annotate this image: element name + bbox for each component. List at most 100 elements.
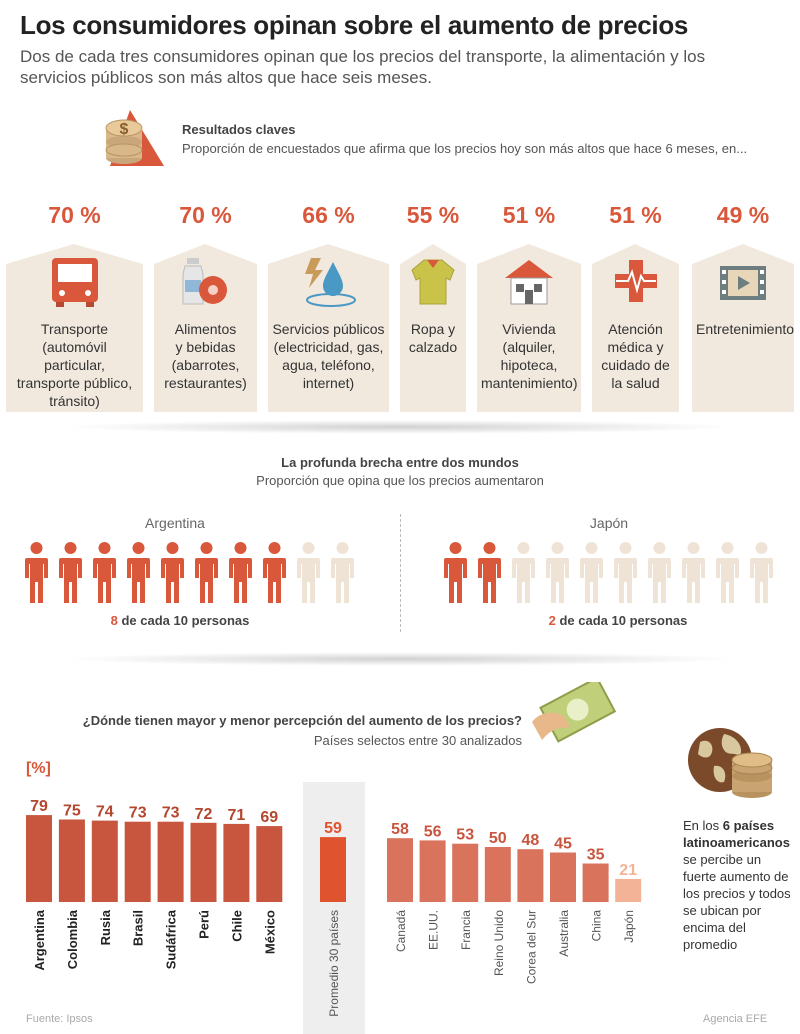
bar-category-label: Reino Unido	[492, 910, 506, 976]
page-subtitle: Dos de cada tres consumidores opinan que…	[20, 47, 706, 87]
bar-m-xico	[256, 826, 283, 902]
coins-icon: $	[105, 110, 164, 166]
medical-cross-icon	[614, 260, 657, 302]
money-hand-icon	[532, 682, 617, 743]
average-panel	[303, 782, 365, 1034]
person-icon	[648, 542, 671, 603]
bar-value-label: 45	[554, 836, 572, 853]
bar-category-label: México	[262, 910, 277, 954]
bar-value-label: 69	[260, 809, 278, 826]
bar-australia	[550, 852, 576, 902]
bar-per-	[190, 822, 217, 902]
bar-value-label: 75	[63, 803, 81, 820]
bar-colombia	[58, 819, 85, 902]
gap-subtitle: Proporción que opina que los precios aum…	[256, 473, 544, 488]
person-icon	[297, 542, 320, 603]
bar-canad-	[387, 838, 413, 902]
bar-value-label: 74	[96, 804, 114, 821]
perception-title: ¿Dónde tienen mayor y menor percepción d…	[82, 713, 522, 728]
bar-value-label: 53	[456, 827, 474, 844]
gap-count-argentina: 8 de cada 10 personas	[60, 613, 300, 628]
person-icon	[750, 542, 773, 603]
key-results-subtitle: Proporción de encuestados que afirma que…	[182, 141, 748, 156]
person-icon	[93, 542, 116, 603]
person-icon	[195, 542, 218, 603]
person-icon	[229, 542, 252, 603]
bus-icon	[51, 258, 98, 307]
person-icon	[512, 542, 535, 603]
result-pct: 70 %	[48, 202, 101, 228]
result-pct: 70 %	[179, 202, 232, 228]
result-label: Atención médica y cuidado de la salud	[601, 321, 670, 391]
bar-category-label: Canadá	[394, 910, 408, 952]
bar-value-label: 35	[587, 847, 605, 864]
bar-value-label: 58	[391, 821, 409, 838]
bar-category-label: Promedio 30 países	[327, 910, 341, 1017]
result-label: Alimentos y bebidas (abarrotes, restaura…	[164, 321, 247, 391]
bar-value-label: 73	[129, 805, 147, 822]
latam-note-pre: En los	[683, 818, 723, 833]
bar-value-label: 73	[162, 805, 180, 822]
bar-category-label: Perú	[197, 910, 212, 939]
gap-count-text: de cada 10 personas	[555, 613, 688, 628]
result-card-clothing: 55 % Ropa y calzado	[400, 186, 466, 412]
result-pct: 51 %	[609, 202, 662, 228]
person-icon	[263, 542, 286, 603]
bar-value-label: 72	[195, 806, 213, 823]
bar-category-label: EE.UU.	[427, 910, 441, 950]
person-icon	[580, 542, 603, 603]
bar-value-label: 21	[619, 862, 637, 879]
bar-category-label: Argentina	[32, 909, 47, 970]
person-icon	[127, 542, 150, 603]
person-icon	[59, 542, 82, 603]
bar-reino-unido	[484, 847, 511, 902]
gap-count-text: de cada 10 personas	[117, 613, 250, 628]
bar-argentina	[26, 815, 52, 902]
bar-ee-uu-	[419, 840, 446, 902]
bar-category-label: Brasil	[131, 910, 146, 946]
bar-value-label: 59	[324, 820, 342, 837]
person-icon	[478, 542, 501, 603]
bar-value-label: 71	[228, 807, 246, 824]
footer-source: Fuente: Ipsos	[26, 1013, 93, 1025]
result-label: Ropa y calzado	[408, 321, 458, 355]
people-row-argentina	[25, 542, 354, 604]
bar-category-label: Rusia	[98, 909, 113, 945]
result-card-health: 51 % Atención médica y cuidado de la sal…	[592, 186, 679, 412]
bar-chile	[223, 823, 250, 902]
result-label: Entretenimiento	[696, 321, 794, 337]
bar-chart: 79 Argentina 75 Colombia 74 Rusia 73 Brasil 73 Su…	[26, 782, 642, 1034]
section-shadow	[60, 420, 740, 434]
gap-count-japan: 2 de cada 10 personas	[498, 613, 738, 628]
person-icon	[444, 542, 467, 603]
person-icon	[716, 542, 739, 603]
person-icon	[546, 542, 569, 603]
result-card-entertainment: 49 % Entretenimiento	[692, 186, 794, 412]
result-card-housing: 51 % Vivienda (alquiler, hipoteca, mante…	[477, 186, 581, 412]
bar-corea-del-sur	[517, 849, 544, 902]
section-shadow	[60, 652, 740, 666]
result-card-food: 70 % Alimentos y bebidas (abarrotes, res…	[154, 186, 257, 412]
result-card-transport: 70 % Transporte (automóvil particular, t…	[6, 186, 143, 412]
bar-category-label: Sudáfrica	[164, 909, 179, 969]
latam-note-post: se percibe un fuerte aumento de los prec…	[683, 852, 791, 952]
result-label: Vivienda (alquiler, hipoteca, mantenimie…	[481, 321, 578, 391]
bar-china	[582, 863, 609, 902]
page-title: Los consumidores opinan sobre el aumento…	[20, 10, 689, 40]
gap-count-number: 2	[548, 613, 556, 628]
person-icon	[25, 542, 48, 603]
bar-value-label: 79	[30, 798, 48, 815]
bar-rusia	[91, 820, 118, 902]
gap-title: La profunda brecha entre dos mundos	[281, 455, 519, 470]
bar-value-label: 56	[424, 823, 442, 840]
person-icon	[331, 542, 354, 603]
bar-promedio-30-pa-ses	[320, 837, 346, 902]
result-pct: 66 %	[302, 202, 355, 228]
film-icon	[720, 266, 766, 300]
result-pct: 51 %	[502, 202, 556, 228]
globe-coins-icon	[688, 728, 773, 798]
person-icon	[682, 542, 705, 603]
key-results-header: Resultados claves Proporción de encuesta…	[182, 122, 747, 156]
key-results-title: Resultados claves	[182, 122, 296, 137]
gap-count-number: 8	[110, 613, 118, 628]
